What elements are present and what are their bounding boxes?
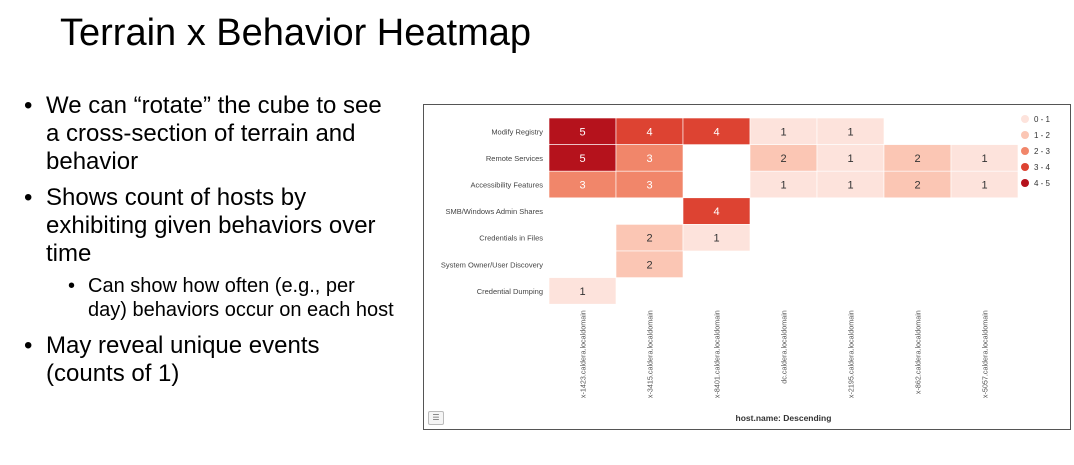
legend-toggle-icon[interactable]: ☰ xyxy=(428,411,444,425)
cell-value-label: 1 xyxy=(847,180,853,192)
cell-value-label: 4 xyxy=(713,206,719,218)
heatmap-svg: Modify Registry Remote Services Accessibil… xyxy=(441,115,1051,423)
cell-value-label: 1 xyxy=(780,126,786,138)
heatmap-cell[interactable] xyxy=(615,250,684,278)
cell-value-label: 4 xyxy=(646,126,652,138)
x-tick-label: x-3415.caldera.localdomain xyxy=(646,310,655,398)
heatmap-cell[interactable] xyxy=(950,170,1019,199)
heatmap-cell[interactable] xyxy=(615,224,684,252)
bullet-host-counts: Shows count of hosts by exhibiting given… xyxy=(24,184,394,268)
x-tick-label: dc.caldera.localdomain xyxy=(780,310,789,384)
cell-value-label: 2 xyxy=(646,259,652,271)
cell-value-label: 2 xyxy=(780,153,786,165)
legend-label: 1 - 2 xyxy=(1034,131,1051,140)
legend-item[interactable]: 1 - 2 xyxy=(1021,131,1051,140)
heatmap-cell[interactable] xyxy=(548,144,617,172)
heatmap-cell[interactable] xyxy=(682,197,751,225)
cell-value-label: 1 xyxy=(981,180,987,192)
heatmap-cell[interactable] xyxy=(749,170,818,199)
x-tick-label: x-8401.caldera.localdomain xyxy=(713,310,722,398)
legend-swatch xyxy=(1021,131,1029,139)
x-tick-label: x-5057.caldera.localdomain xyxy=(981,310,990,398)
cell-value-label: 2 xyxy=(646,233,652,245)
x-axis-title: host.name: Descending xyxy=(736,413,832,423)
cell-value-label: 1 xyxy=(780,180,786,192)
cell-value-label: 5 xyxy=(579,126,585,138)
bullet-rotate-cube: We can “rotate” the cube to see a cross-… xyxy=(24,92,394,176)
heatmap-cell[interactable] xyxy=(682,224,751,252)
cell-value-label: 1 xyxy=(713,233,719,245)
cell-value-label: 3 xyxy=(646,153,652,165)
heatmap-cell[interactable] xyxy=(749,117,818,145)
legend-swatch xyxy=(1021,179,1029,187)
legend-swatch xyxy=(1021,147,1029,155)
cell-value-label: 3 xyxy=(646,180,652,192)
legend-swatch xyxy=(1021,163,1029,171)
x-tick-label: x-2195.caldera.localdomain xyxy=(847,310,856,398)
bullet-list: We can “rotate” the cube to see a cross-… xyxy=(24,92,394,396)
x-tick-label: x-862.caldera.localdomain xyxy=(914,310,923,394)
legend-item[interactable]: 2 - 3 xyxy=(1021,147,1051,156)
heatmap-cell[interactable] xyxy=(615,170,684,199)
bullet-unique-events: May reveal unique events (counts of 1) xyxy=(24,332,394,388)
heatmap-cell[interactable] xyxy=(548,277,617,305)
cell-value-label: 4 xyxy=(713,126,719,138)
y-tick-label: Remote Services xyxy=(486,154,543,163)
cell-value-label: 2 xyxy=(914,180,920,192)
legend-label: 0 - 1 xyxy=(1034,115,1051,124)
heatmap-cell[interactable] xyxy=(682,117,751,145)
heatmap-cell[interactable] xyxy=(883,144,952,172)
cell-value-label: 3 xyxy=(579,180,585,192)
heatmap-cell[interactable] xyxy=(548,117,617,145)
y-tick-label: Credentials in Files xyxy=(479,234,543,243)
y-tick-label: System Owner/User Discovery xyxy=(441,260,543,269)
heatmap-cell[interactable] xyxy=(548,170,617,199)
legend-swatch xyxy=(1021,115,1029,123)
legend-item[interactable]: 3 - 4 xyxy=(1021,163,1051,172)
legend-label: 2 - 3 xyxy=(1034,147,1051,156)
x-tick-label: x-1423.caldera.localdomain xyxy=(579,310,588,398)
cell-value-label: 1 xyxy=(579,286,585,298)
y-tick-label: Accessibility Features xyxy=(470,181,543,190)
cell-value-label: 2 xyxy=(914,153,920,165)
heatmap-chart: Modify Registry Remote Services Accessibil… xyxy=(423,104,1071,430)
y-tick-label: Credential Dumping xyxy=(477,287,543,296)
slide-title: Terrain x Behavior Heatmap xyxy=(60,12,531,54)
y-tick-label: Modify Registry xyxy=(491,127,543,136)
cell-value-label: 1 xyxy=(847,153,853,165)
heatmap-cell[interactable] xyxy=(749,144,818,172)
heatmap-cell[interactable] xyxy=(950,144,1019,172)
cell-value-label: 1 xyxy=(847,126,853,138)
cell-value-label: 1 xyxy=(981,153,987,165)
legend-label: 4 - 5 xyxy=(1034,179,1051,188)
legend-item[interactable]: 0 - 1 xyxy=(1021,115,1051,124)
legend-label: 3 - 4 xyxy=(1034,163,1051,172)
cell-value-label: 5 xyxy=(579,153,585,165)
heatmap-cell[interactable] xyxy=(883,170,952,199)
sub-bullet-frequency: Can show how often (e.g., per day) behav… xyxy=(24,274,394,322)
heatmap-cell[interactable] xyxy=(615,117,684,145)
legend-item[interactable]: 4 - 5 xyxy=(1021,179,1051,188)
y-tick-label: SMB/Windows Admin Shares xyxy=(445,207,543,216)
